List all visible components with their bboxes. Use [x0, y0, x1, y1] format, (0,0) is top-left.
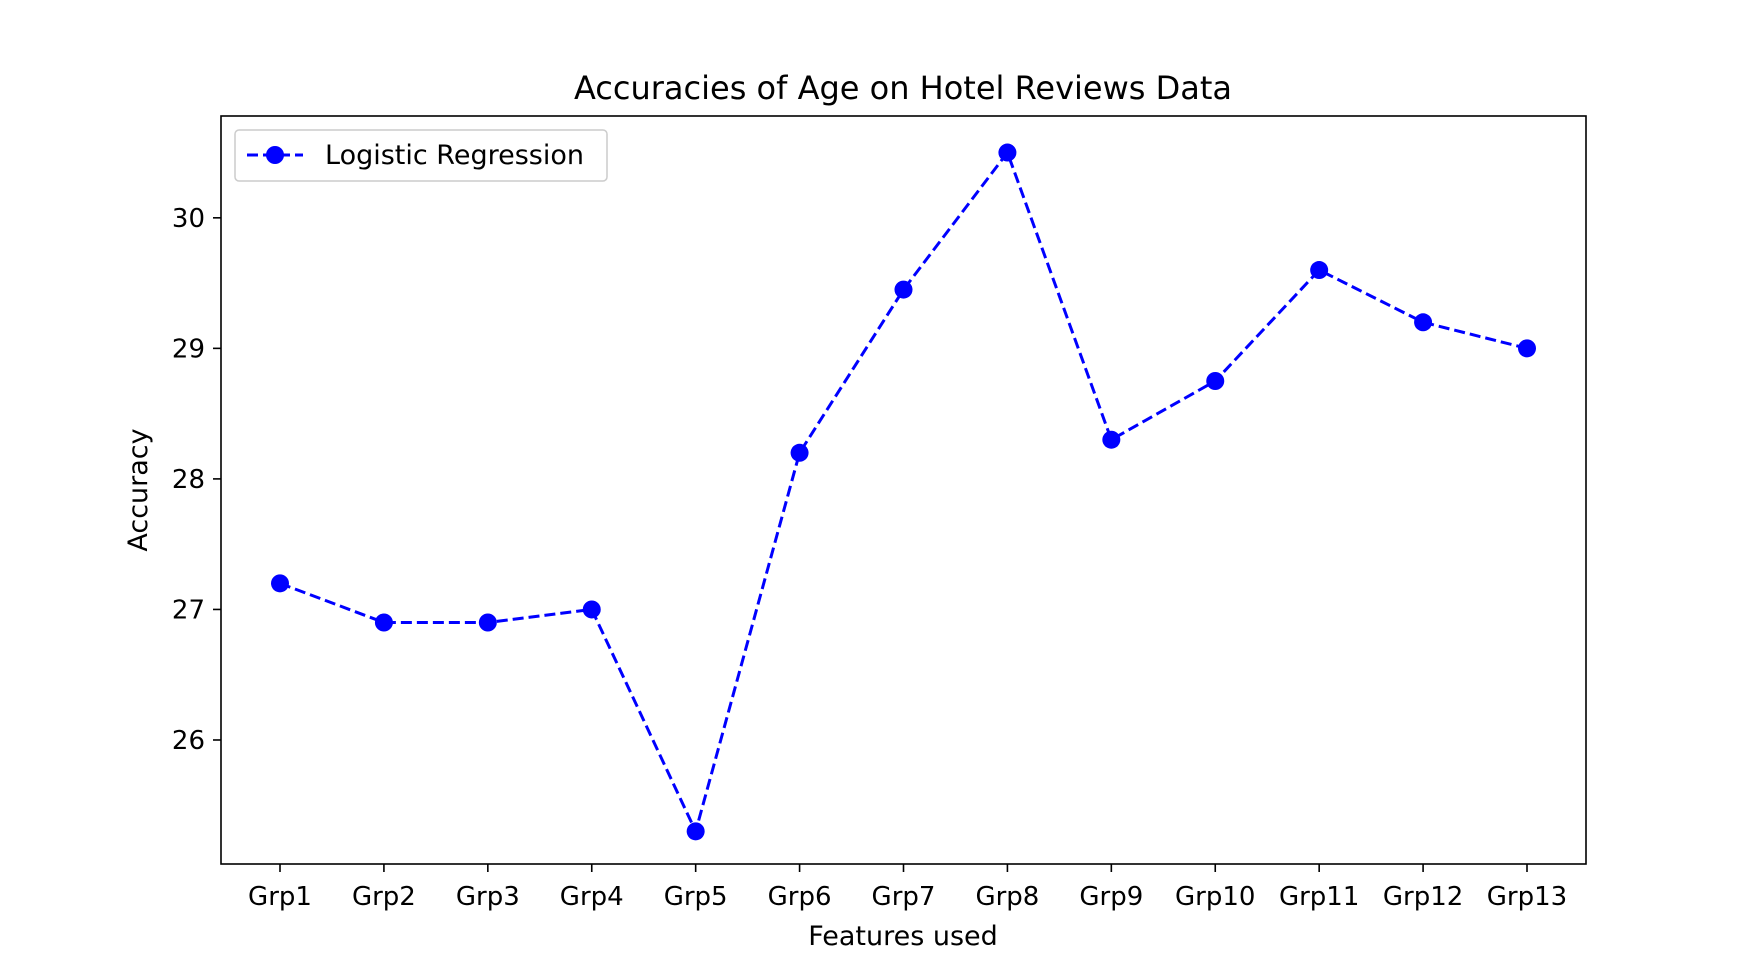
series-layer: [271, 143, 1536, 841]
y-tick-label: 29: [172, 334, 205, 364]
x-tick-label: Grp11: [1279, 882, 1359, 912]
x-tick-label: Grp1: [248, 882, 312, 912]
legend-marker-sample: [266, 146, 284, 164]
data-point: [1102, 430, 1121, 449]
data-point: [686, 822, 705, 841]
x-tick-label: Grp9: [1079, 882, 1143, 912]
data-point: [1310, 261, 1329, 280]
y-tick-label: 26: [172, 726, 205, 756]
x-tick-label: Grp6: [768, 882, 832, 912]
y-tick-label: 27: [172, 595, 205, 625]
y-tick-label: 28: [172, 465, 205, 495]
data-point: [582, 600, 601, 619]
x-tick-label: Grp5: [664, 882, 728, 912]
y-axis-label: Accuracy: [123, 428, 154, 551]
chart-title: Accuracies of Age on Hotel Reviews Data: [574, 69, 1232, 107]
legend: Logistic Regression: [234, 129, 608, 182]
data-point: [894, 280, 913, 299]
y-tick-label: 30: [172, 204, 205, 234]
x-tick-label: Grp4: [560, 882, 624, 912]
legend-entry-label: Logistic Regression: [325, 140, 584, 171]
x-axis-ticks: Grp1 Grp2 Grp3 Grp4 Grp5 Grp6 Grp7 Grp8 Grp9 Grp1…: [248, 864, 1567, 912]
data-point: [1518, 339, 1536, 358]
x-tick-label: Grp7: [872, 882, 936, 912]
data-point: [1414, 313, 1433, 332]
x-axis-label: Features used: [808, 921, 998, 952]
x-tick-label: Grp12: [1383, 882, 1463, 912]
x-tick-label: Grp2: [352, 882, 416, 912]
data-point: [271, 574, 289, 593]
data-point: [478, 613, 497, 632]
legend-box: [234, 129, 608, 182]
x-tick-label: Grp13: [1487, 882, 1567, 912]
y-axis-ticks: 26 27 28 29 30: [172, 204, 221, 756]
x-tick-label: Grp10: [1175, 882, 1255, 912]
data-point: [998, 143, 1017, 162]
x-tick-label: Grp3: [456, 882, 520, 912]
x-tick-label: Grp8: [975, 882, 1039, 912]
data-point: [374, 613, 393, 632]
data-point: [1206, 371, 1225, 390]
data-point: [790, 443, 809, 462]
